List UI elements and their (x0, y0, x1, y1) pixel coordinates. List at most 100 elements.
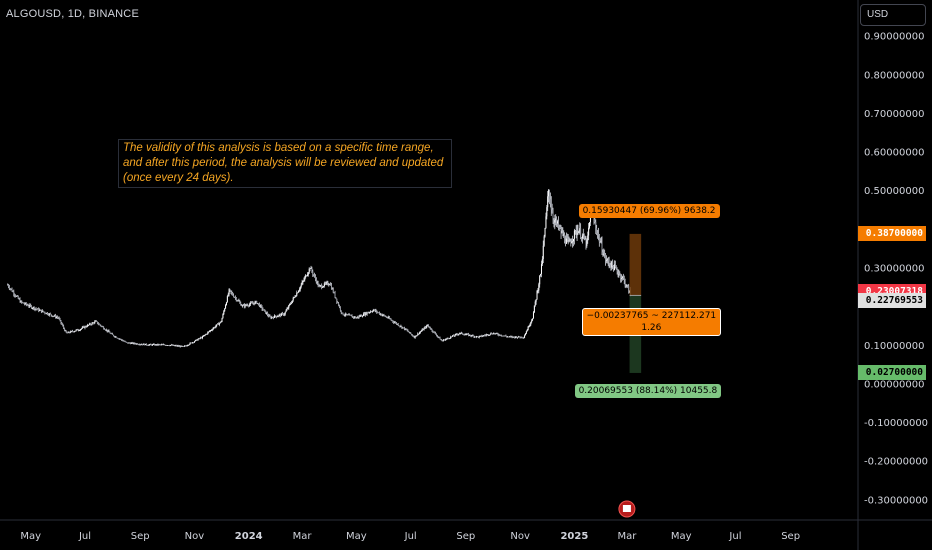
time-tick-label: May (346, 531, 367, 542)
candle-body (167, 345, 169, 346)
candle-body (406, 329, 408, 331)
candle-body (87, 324, 89, 327)
time-tick-label: Sep (131, 531, 150, 542)
candle-body (314, 275, 316, 277)
candle-body (464, 334, 466, 336)
candle-body (263, 309, 265, 311)
price-tick-label: -0.30000000 (864, 495, 928, 506)
candle-body (184, 345, 186, 347)
symbol-title[interactable]: ALGOUSD, 1D, BINANCE (6, 8, 139, 20)
candle-body (337, 301, 339, 303)
time-axis[interactable]: May Jul Sep Nov 2024 Mar May Jul Sep Nov 2025 Mar Ma… (0, 519, 932, 542)
candle-body (94, 321, 96, 324)
candle-body (27, 305, 29, 307)
candle-body (53, 316, 55, 317)
candle-body (279, 314, 281, 316)
candle-body (494, 333, 496, 335)
event-marker[interactable] (618, 500, 636, 518)
candle-body (26, 304, 28, 306)
candle-body (71, 331, 73, 332)
candle-body (100, 325, 102, 327)
candle-body (514, 336, 516, 338)
candle-body (92, 322, 94, 324)
candle-body (529, 324, 531, 327)
candle-body (41, 310, 43, 313)
candle-body (549, 199, 551, 204)
candle-body (98, 324, 100, 325)
candle-body (266, 312, 268, 314)
candle-body (435, 332, 437, 335)
candle-body (178, 345, 180, 347)
candle-body (538, 284, 540, 291)
candle-body (557, 221, 559, 228)
price-axis[interactable]: 0.90000000 0.80000000 0.70000000 0.60000000… (857, 0, 928, 550)
candle-body (619, 274, 621, 275)
candle-body (126, 342, 128, 343)
candle-body (77, 329, 79, 331)
candle-body (350, 315, 352, 317)
candle-body (496, 333, 498, 334)
candle-body (373, 309, 375, 311)
candle-body (512, 336, 514, 338)
candle-body (397, 323, 399, 326)
candle-body (213, 327, 215, 329)
candle-body (542, 245, 544, 259)
candle-body (236, 300, 238, 302)
candle-body (283, 314, 285, 316)
candle-body (403, 327, 405, 330)
candle-body (424, 327, 426, 329)
candle-body (365, 312, 367, 315)
candle-body (266, 312, 268, 315)
candle-body (614, 264, 616, 268)
candle-body (264, 309, 266, 311)
candle-body (414, 335, 416, 338)
candle-body (368, 312, 370, 314)
candle-body (344, 315, 346, 316)
candle-body (439, 337, 441, 340)
candle-body (569, 239, 571, 242)
candle-body (347, 314, 349, 316)
currency-button[interactable]: USD (860, 4, 926, 26)
long-position-tool[interactable] (629, 233, 642, 373)
candle-body (567, 238, 569, 242)
candle-body (218, 323, 220, 325)
candle-body (562, 230, 564, 236)
candle-body (570, 241, 572, 244)
time-tick-label: Sep (781, 531, 800, 542)
candle-body (58, 317, 60, 319)
candle-body (613, 264, 615, 271)
candle-body (111, 333, 113, 335)
candle-body (451, 335, 453, 337)
analysis-note[interactable]: The validity of this analysis is based o… (118, 139, 452, 188)
candle-body (536, 290, 538, 300)
candle-body (545, 216, 547, 228)
candle-body (438, 337, 440, 338)
candle-body (72, 331, 74, 332)
candle-body (112, 333, 114, 335)
candle-body (573, 230, 575, 239)
candle-body (348, 314, 350, 316)
candle-body (164, 344, 166, 346)
candle-body (66, 332, 68, 334)
candle-body (241, 305, 243, 307)
candle-body (530, 322, 532, 325)
candle-body (392, 320, 394, 322)
target-price-flag: 0.38700000 (858, 226, 926, 242)
candle-body (36, 308, 38, 310)
candle-body (423, 328, 425, 330)
candle-body (354, 316, 356, 318)
candle-body (223, 311, 225, 315)
candle-body (605, 260, 607, 262)
candle-body (421, 329, 423, 331)
candle-body (356, 316, 358, 318)
candle-body (15, 295, 17, 297)
candle-body (410, 332, 412, 334)
candle-body (125, 341, 127, 343)
candle-body (440, 339, 442, 341)
candle-body (352, 316, 354, 318)
candle-body (297, 292, 299, 294)
candle-body (476, 336, 478, 338)
candle-body (158, 344, 160, 346)
candle-body (46, 312, 48, 314)
